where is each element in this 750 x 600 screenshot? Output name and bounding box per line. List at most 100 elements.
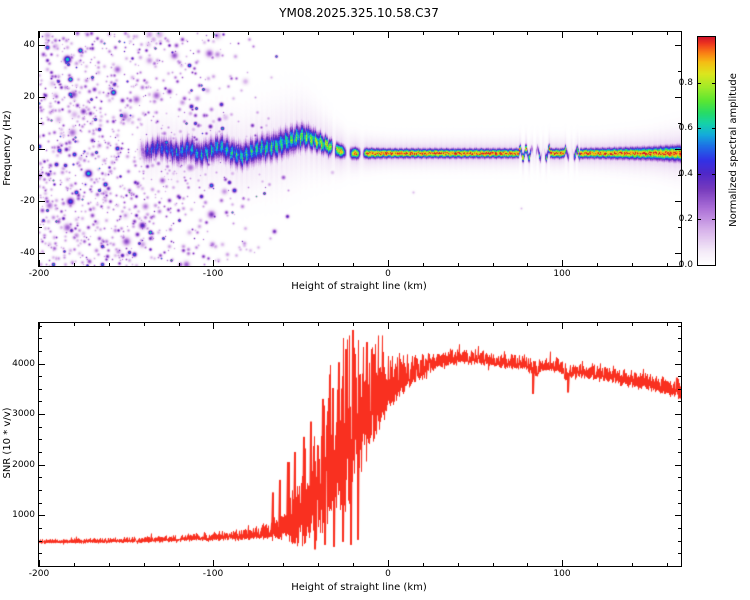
- x-tick-label: -100: [202, 569, 224, 579]
- y-tick: [39, 123, 42, 124]
- colorbar-tick: [712, 174, 715, 175]
- y-tick: [678, 528, 681, 529]
- x-tick: [248, 32, 249, 35]
- x-tick: [527, 323, 528, 326]
- y-tick: [39, 45, 45, 46]
- y-tick: [678, 71, 681, 72]
- colorbar-tick-label: 0.6: [678, 123, 693, 133]
- x-tick: [493, 263, 494, 266]
- y-tick: [678, 326, 681, 327]
- y-tick: [39, 490, 42, 491]
- spectrogram-xlabel: Height of straight line (km): [291, 281, 427, 292]
- y-tick: [678, 389, 681, 390]
- y-tick: [678, 566, 681, 567]
- y-tick: [39, 71, 42, 72]
- colorbar-tick: [698, 128, 701, 129]
- y-tick-label: 40: [23, 40, 35, 50]
- colorbar-canvas: [698, 37, 715, 265]
- x-tick: [283, 32, 284, 35]
- x-tick: [283, 563, 284, 566]
- y-tick-label: 0: [29, 144, 35, 154]
- x-tick-label: 100: [553, 569, 571, 579]
- x-tick-label: 0: [385, 269, 391, 279]
- x-tick-label: -200: [28, 569, 50, 579]
- colorbar-tick-label: 0.0: [678, 260, 693, 270]
- y-tick: [39, 175, 42, 176]
- y-tick: [39, 566, 42, 567]
- x-tick: [144, 32, 145, 35]
- y-tick: [678, 490, 681, 491]
- snr-xlabel: Height of straight line (km): [291, 582, 427, 593]
- x-tick: [213, 260, 214, 266]
- x-tick: [248, 323, 249, 326]
- y-tick: [39, 364, 45, 365]
- y-tick: [678, 123, 681, 124]
- x-tick: [423, 32, 424, 35]
- y-tick: [675, 97, 681, 98]
- x-tick: [667, 263, 668, 266]
- x-tick: [597, 263, 598, 266]
- x-tick: [144, 323, 145, 326]
- colorbar-label: Normalized spectral amplitude: [728, 73, 739, 227]
- y-tick: [678, 401, 681, 402]
- y-tick: [39, 503, 42, 504]
- x-tick: [179, 563, 180, 566]
- x-tick: [388, 32, 389, 38]
- y-tick: [678, 503, 681, 504]
- x-tick: [74, 563, 75, 566]
- y-tick: [39, 414, 45, 415]
- x-tick: [597, 563, 598, 566]
- y-tick: [39, 465, 45, 466]
- colorbar-tick-label: 0.4: [678, 169, 693, 179]
- y-tick: [39, 541, 42, 542]
- x-tick-label: -100: [202, 269, 224, 279]
- x-tick: [39, 560, 40, 566]
- x-tick: [527, 32, 528, 35]
- x-tick: [562, 560, 563, 566]
- y-tick: [39, 515, 45, 516]
- colorbar-tick-label: 0.8: [678, 78, 693, 88]
- x-tick: [493, 32, 494, 35]
- x-tick: [179, 323, 180, 326]
- y-tick: [39, 326, 42, 327]
- x-tick: [458, 32, 459, 35]
- x-tick: [74, 323, 75, 326]
- colorbar-tick-label: 0.2: [678, 214, 693, 224]
- colorbar-tick: [698, 83, 701, 84]
- x-tick: [213, 560, 214, 566]
- y-tick-label: 20: [23, 92, 35, 102]
- y-tick: [39, 427, 42, 428]
- y-tick: [678, 477, 681, 478]
- y-tick: [678, 376, 681, 377]
- x-tick: [388, 323, 389, 329]
- x-tick: [597, 32, 598, 35]
- x-tick: [493, 563, 494, 566]
- x-tick: [562, 260, 563, 266]
- x-tick: [353, 323, 354, 326]
- y-tick: [39, 389, 42, 390]
- x-tick: [318, 563, 319, 566]
- x-tick: [458, 563, 459, 566]
- x-tick: [667, 32, 668, 35]
- y-tick: [39, 97, 45, 98]
- x-tick: [632, 323, 633, 326]
- y-tick: [39, 149, 45, 150]
- y-tick-label: 2000: [12, 460, 35, 470]
- x-tick: [353, 263, 354, 266]
- x-tick: [423, 323, 424, 326]
- x-tick: [109, 32, 110, 35]
- y-tick: [39, 528, 42, 529]
- y-tick: [678, 175, 681, 176]
- y-tick: [39, 201, 45, 202]
- figure-title: YM08.2025.325.10.58.C37: [279, 6, 439, 20]
- y-tick: [678, 338, 681, 339]
- y-tick: [39, 452, 42, 453]
- y-tick: [675, 45, 681, 46]
- x-tick: [493, 323, 494, 326]
- x-tick: [248, 263, 249, 266]
- x-tick: [283, 263, 284, 266]
- y-tick: [675, 364, 681, 365]
- colorbar-tick: [712, 219, 715, 220]
- spectrogram-plot: [38, 31, 682, 267]
